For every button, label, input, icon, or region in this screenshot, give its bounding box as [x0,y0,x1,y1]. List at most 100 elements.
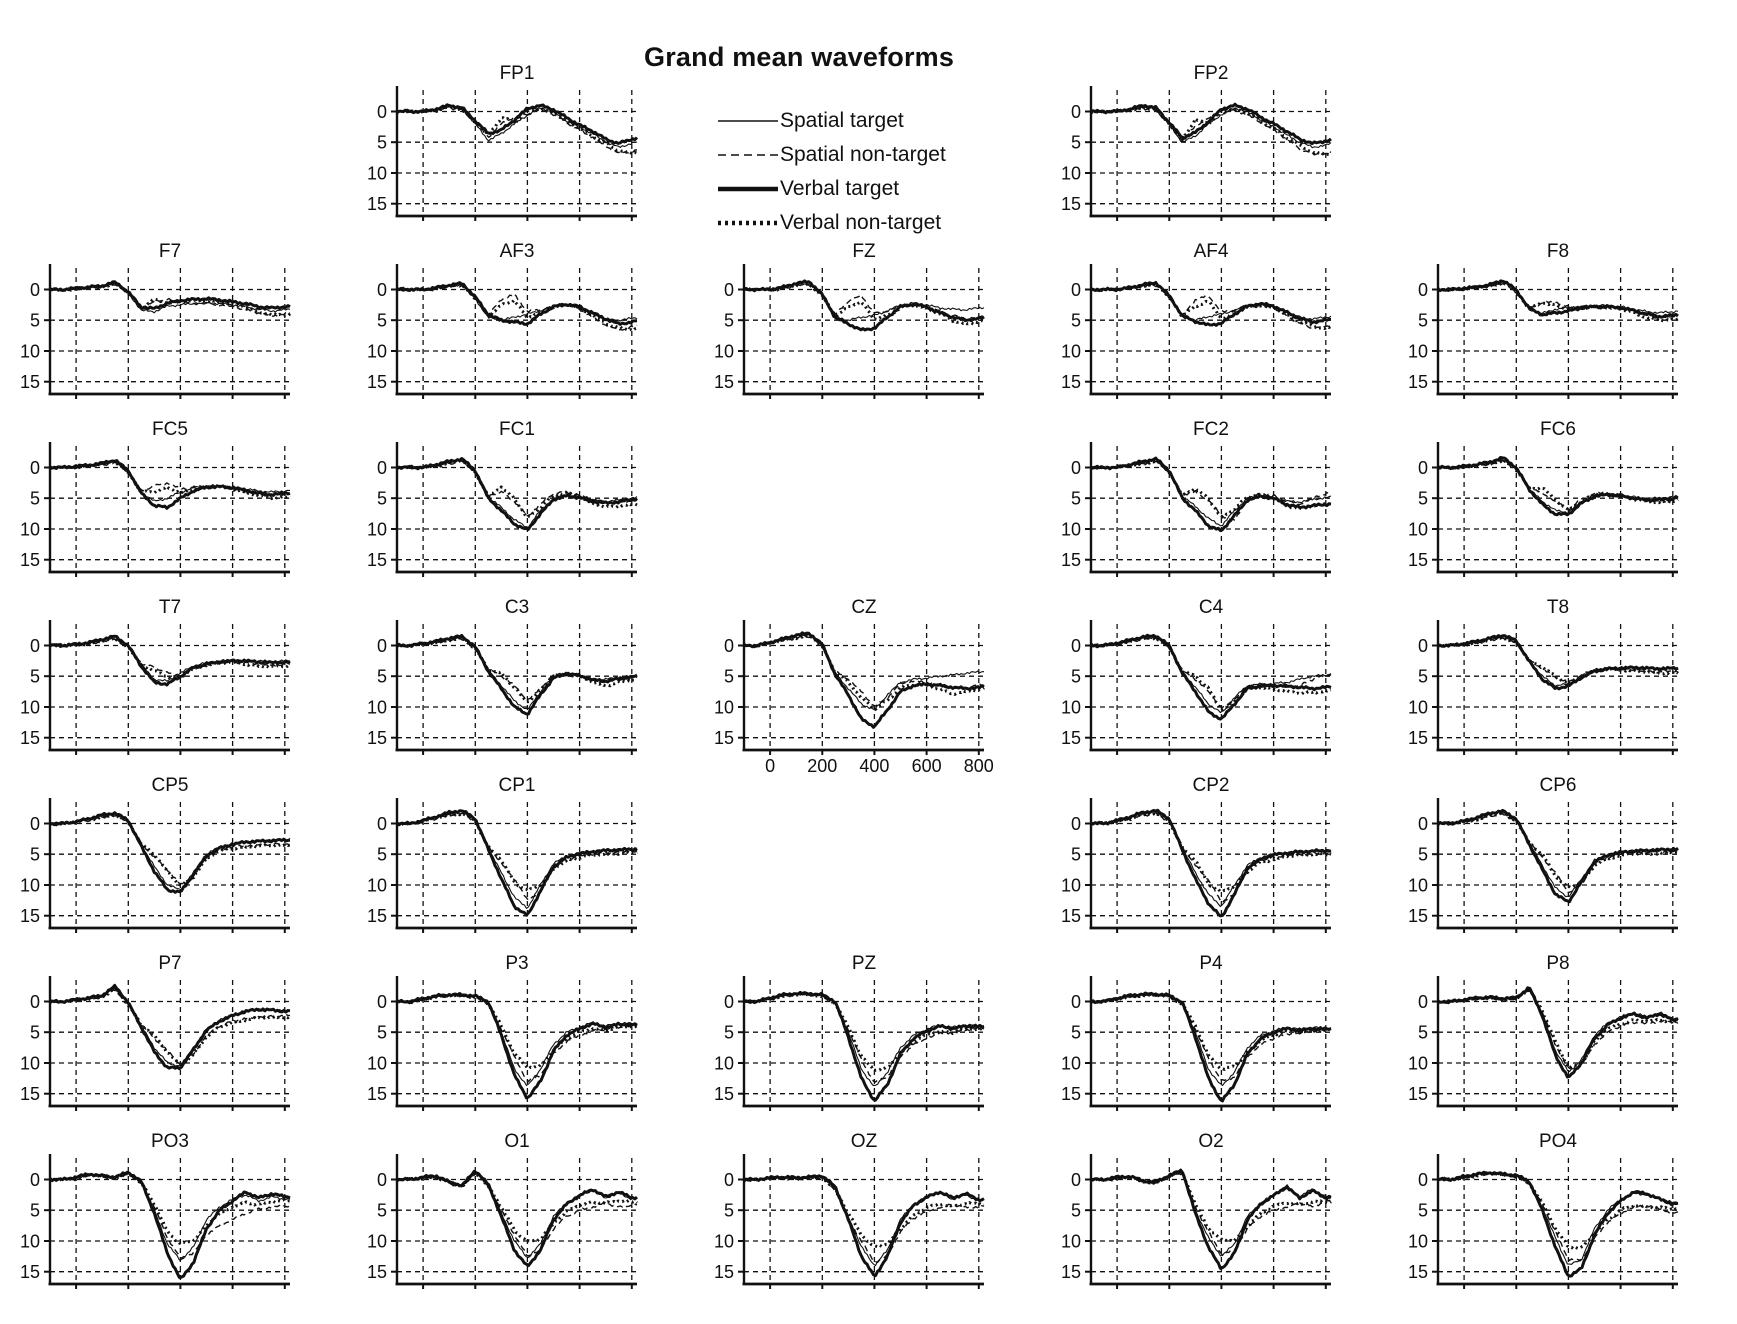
electrode-label-cp2: CP2 [1192,775,1230,796]
series-verbal-target [396,1169,638,1268]
series-verbal-non-target [1090,635,1332,712]
y-tick-label: 15 [20,550,40,570]
electrode-label-c4: C4 [1198,597,1224,618]
series-spatial-non-target [1437,1172,1679,1262]
y-tick-label: 0 [377,102,387,122]
y-tick-label: 5 [724,667,734,687]
waveform-plot-fz: 0 5 10 15 [714,264,985,399]
series-verbal-non-target [1090,282,1332,331]
cell-c3: C3 0 5 10 15 [347,598,694,776]
electrode-label-p3: P3 [505,953,529,974]
y-tick-label: 5 [724,1201,734,1221]
series-verbal-non-target [1437,1171,1679,1251]
electrode-label-af3: AF3 [499,241,535,262]
legend-item-st: Spatial target [716,104,1041,138]
waveform-plot-cp6: 0 5 10 15 [1408,798,1679,933]
series-verbal-target [50,811,291,894]
y-tick-label: 5 [1418,845,1428,865]
series-verbal-target [1437,279,1679,319]
y-tick-label: 15 [714,1262,734,1282]
series-verbal-target [743,1174,985,1278]
cell-fc2: FC2 0 5 10 15 [1041,420,1388,598]
cell-fc1: FC1 0 5 10 15 [347,420,694,598]
waveform-plot-pz: 0 5 10 15 [714,976,985,1111]
cell-cp1: CP1 0 5 10 15 [347,776,694,954]
series-spatial-target [49,1172,291,1261]
series-spatial-target [396,105,638,148]
series-verbal-non-target [396,459,638,519]
cell-af4: AF4 0 5 10 15 [1041,242,1388,420]
y-tick-label: 10 [714,1232,734,1252]
y-tick-label: 15 [367,728,387,748]
waveform-plot-c4: 0 5 10 15 [1061,620,1332,755]
y-tick-label: 0 [1418,458,1428,478]
series-verbal-non-target [49,636,291,680]
waveform-plot-t7: 0 5 10 15 [20,620,291,755]
y-tick-label: 10 [714,1054,734,1074]
y-tick-label: 10 [1408,1054,1428,1074]
y-tick-label: 5 [377,133,387,153]
series-verbal-target [1090,991,1332,1103]
y-tick-label: 0 [30,280,40,300]
cell-cp5: CP5 0 5 10 15 [0,776,347,954]
series-verbal-target [49,1170,291,1279]
y-tick-label: 0 [724,636,734,656]
cell-fz: FZ 0 5 10 15 [694,242,1041,420]
cell-t8: T8 0 5 10 15 [1388,598,1735,776]
y-tick-label: 15 [367,372,387,392]
y-tick-label: 0 [377,814,387,834]
series-spatial-target [49,812,291,891]
waveform-plot-fp2: 0 5 10 15 [1061,86,1332,221]
electrode-label-c3: C3 [504,597,530,618]
series-spatial-non-target [1090,460,1332,521]
y-tick-label: 5 [30,1023,40,1043]
electrode-label-fz: FZ [852,241,876,262]
y-tick-label: 10 [1408,342,1428,362]
series-verbal-target [1090,102,1332,146]
y-tick-label: 0 [724,280,734,300]
y-tick-label: 10 [1061,1232,1081,1252]
cell-o2: O2 0 5 10 15 [1041,1132,1388,1310]
series-spatial-non-target [743,635,985,707]
cell-oz: OZ 0 5 10 15 [694,1132,1041,1310]
cell-p3: P3 0 5 10 15 [347,954,694,1132]
waveform-plot-af3: 0 5 10 15 [367,264,638,399]
electrode-label-po3: PO3 [150,1131,190,1152]
y-tick-label: 0 [30,814,40,834]
series-spatial-target [1090,1171,1332,1257]
waveform-plot-cp2: 0 5 10 15 [1061,798,1332,933]
series-verbal-target [1437,634,1679,691]
empty-cell [694,420,1041,598]
y-tick-label: 10 [367,164,387,184]
cell-cp2: CP2 0 5 10 15 [1041,776,1388,954]
series-verbal-non-target [1090,992,1332,1071]
y-tick-label: 5 [1418,1201,1428,1221]
series-verbal-target [396,103,639,145]
legend-thin-dashed-line-icon [718,154,778,156]
legend-label: Verbal non-target [780,211,942,234]
series-spatial-non-target [1090,284,1332,330]
series-verbal-non-target [49,1171,291,1246]
waveform-plot-oz: 0 5 10 15 [714,1154,985,1289]
electrode-grid: FP1 0 5 10 15 Spatial target Spatial non-targe… [0,64,1735,1310]
series-verbal-target [743,990,985,1102]
electrode-label-p4: P4 [1199,953,1223,974]
y-tick-label: 5 [30,311,40,331]
y-tick-label: 15 [1061,1262,1081,1282]
series-verbal-non-target [1090,811,1332,894]
y-tick-label: 15 [1408,906,1428,926]
series-spatial-non-target [743,992,985,1083]
legend-item-vt: Verbal target [716,172,1041,206]
y-tick-label: 0 [1071,636,1081,656]
y-tick-label: 15 [20,372,40,392]
y-tick-label: 15 [714,728,734,748]
y-tick-label: 0 [1418,1170,1428,1190]
series-verbal-non-target [49,281,292,318]
series-verbal-target [743,279,985,332]
cell-fc6: FC6 0 5 10 15 [1388,420,1735,598]
electrode-label-t8: T8 [1546,597,1570,618]
series-verbal-non-target [396,104,638,156]
cell-p8: P8 0 5 10 15 [1388,954,1735,1132]
electrode-label-fp1: FP1 [499,63,535,84]
